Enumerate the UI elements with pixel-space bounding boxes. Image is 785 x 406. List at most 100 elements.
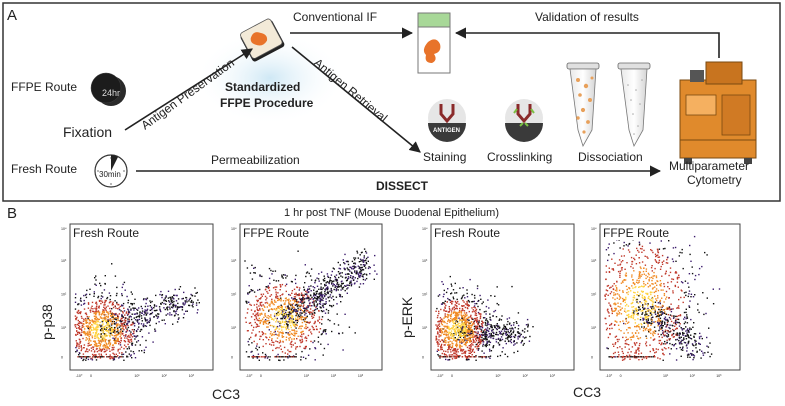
event-dot bbox=[357, 277, 359, 280]
event-dot bbox=[659, 325, 662, 327]
event-dot bbox=[651, 270, 653, 272]
event-dot bbox=[257, 314, 259, 316]
plot-frame bbox=[430, 223, 575, 371]
event-dot bbox=[297, 316, 299, 318]
event-dot bbox=[100, 284, 102, 287]
event-dot bbox=[606, 285, 609, 287]
event-dot bbox=[484, 337, 486, 340]
standardized-label: Standardized bbox=[225, 80, 300, 94]
event-dot bbox=[292, 323, 294, 325]
event-dot bbox=[673, 329, 675, 332]
event-dot bbox=[491, 329, 493, 331]
event-dot bbox=[264, 357, 266, 359]
event-dot bbox=[637, 314, 639, 316]
event-dot bbox=[619, 276, 621, 278]
event-dot bbox=[264, 302, 267, 304]
event-dot bbox=[102, 331, 104, 334]
event-dot bbox=[91, 301, 94, 304]
event-dot bbox=[123, 347, 125, 350]
event-dot bbox=[271, 318, 273, 320]
event-dot bbox=[344, 285, 346, 287]
event-dot bbox=[338, 286, 341, 288]
event-dot bbox=[128, 306, 131, 308]
event-dot bbox=[480, 323, 483, 325]
event-dot bbox=[622, 352, 624, 355]
event-dot bbox=[101, 301, 104, 304]
event-dot bbox=[315, 325, 317, 328]
event-dot bbox=[156, 317, 159, 319]
event-dot bbox=[308, 305, 310, 307]
event-dot bbox=[122, 319, 124, 322]
event-dot bbox=[647, 303, 649, 305]
event-dot bbox=[693, 336, 695, 338]
event-dot bbox=[312, 341, 314, 344]
event-dot bbox=[678, 307, 680, 309]
event-dot bbox=[166, 309, 169, 311]
event-dot bbox=[324, 285, 326, 287]
event-dot bbox=[625, 296, 627, 299]
event-dot bbox=[97, 339, 100, 342]
event-dot bbox=[654, 321, 657, 323]
event-dot bbox=[141, 350, 143, 352]
event-dot bbox=[89, 322, 91, 324]
event-dot bbox=[320, 343, 322, 345]
event-dot bbox=[151, 311, 154, 314]
event-dot bbox=[439, 346, 442, 348]
event-dot bbox=[140, 328, 142, 331]
event-dot bbox=[87, 358, 90, 361]
timer-24hr-text: 24hr bbox=[102, 88, 120, 98]
event-dot bbox=[122, 327, 124, 330]
event-dot bbox=[677, 306, 679, 309]
event-dot bbox=[246, 267, 249, 269]
event-dot bbox=[675, 323, 677, 326]
event-dot bbox=[288, 350, 290, 353]
event-dot bbox=[111, 346, 113, 349]
event-dot bbox=[447, 341, 449, 343]
event-dot bbox=[300, 309, 302, 311]
event-dot bbox=[312, 316, 315, 319]
event-dot bbox=[631, 332, 634, 334]
event-dot bbox=[155, 322, 157, 325]
event-dot bbox=[127, 299, 130, 302]
event-dot bbox=[449, 340, 451, 342]
event-dot bbox=[267, 317, 270, 319]
event-dot bbox=[462, 309, 464, 311]
event-dot bbox=[131, 344, 133, 346]
event-dot bbox=[271, 338, 273, 340]
event-dot bbox=[112, 337, 114, 339]
event-dot bbox=[138, 326, 140, 328]
event-dot bbox=[465, 329, 468, 331]
event-dot bbox=[120, 317, 123, 319]
event-dot bbox=[489, 313, 491, 315]
event-dot bbox=[253, 356, 255, 358]
event-dot bbox=[100, 295, 103, 297]
event-dot bbox=[441, 324, 444, 326]
event-dot bbox=[299, 312, 301, 314]
event-dot bbox=[177, 306, 179, 308]
event-dot bbox=[275, 297, 277, 299]
event-dot bbox=[452, 328, 454, 330]
event-dot bbox=[82, 347, 85, 349]
event-dot bbox=[307, 288, 309, 291]
event-dot bbox=[643, 326, 645, 328]
event-dot bbox=[94, 307, 96, 310]
event-dot bbox=[310, 298, 312, 300]
event-dot bbox=[93, 291, 95, 293]
event-dot bbox=[464, 327, 467, 330]
event-dot bbox=[492, 315, 494, 317]
event-dot bbox=[288, 320, 290, 322]
event-dot bbox=[305, 327, 307, 330]
event-dot bbox=[622, 281, 624, 284]
event-dot bbox=[499, 338, 502, 340]
event-dot bbox=[301, 321, 304, 324]
event-dot bbox=[118, 340, 120, 343]
event-dot bbox=[501, 351, 503, 353]
event-dot bbox=[617, 305, 619, 308]
event-dot bbox=[446, 336, 448, 338]
event-dot bbox=[458, 311, 460, 313]
event-dot bbox=[79, 356, 81, 358]
event-dot bbox=[124, 325, 126, 327]
event-dot bbox=[90, 309, 92, 311]
event-dot bbox=[78, 312, 81, 314]
event-dot bbox=[435, 339, 437, 341]
